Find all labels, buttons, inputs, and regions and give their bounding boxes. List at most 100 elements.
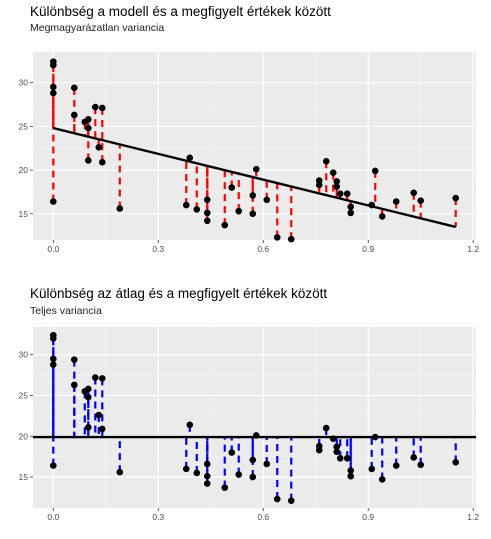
chart-1-x-tick-label: 1.2 [467,244,479,254]
chart-2-data-point [95,412,102,419]
chart-1-data-point [235,208,242,215]
chart-1-data-point [263,196,270,203]
chart-2-data-point [249,474,256,481]
chart-1-data-point [323,158,330,165]
chart-2-data-point [204,461,211,468]
chart-2-data-point [193,470,200,477]
chart-2-data-point [337,455,344,462]
chart-1-data-point [50,198,57,205]
chart-2-data-point [410,454,417,461]
chart-1-data-point [410,189,417,196]
chart-1-data-point [330,169,337,176]
chart-1-data-point [92,104,99,111]
chart-2-data-point [204,480,211,487]
chart-1-data-point [379,213,386,220]
chart-2-x-tick-label: 0.9 [362,512,374,522]
chart-2-data-point [85,386,92,393]
chart-2-data-point [99,375,106,382]
chart-2-data-point [92,374,99,381]
chart-1-data-point [347,210,354,217]
chart-1-data-point [274,234,281,241]
chart-2-x-tick-label: 1.2 [467,512,479,522]
chart-1-data-point [347,203,354,210]
chart-1-x-tick-label: 0.0 [47,244,59,254]
chart-1-y-tick-label: 30 [19,78,29,88]
chart-2-data-point [323,425,330,432]
chart-1-x-tick-label: 0.6 [257,244,269,254]
chart-2-data-point [50,355,57,362]
chart-1-data-point [50,84,57,91]
chart-1-data-point [368,202,375,209]
chart-2-data-point [347,473,354,480]
chart-1-data-point [344,190,351,197]
chart-2-data-point [316,447,323,454]
chart-2-data-point [228,449,235,456]
chart-1-data-point [193,206,200,213]
chart-2-data-point [183,466,190,473]
chart-1-data-point [204,196,211,203]
chart-2-data-point [204,473,211,480]
chart-1-data-point [71,85,78,92]
chart-1-data-point [99,159,106,166]
chart-1-data-point [99,105,106,112]
chart-1-data-point [71,112,78,119]
chart-1-data-point [85,116,92,123]
chart-1-data-point [204,217,211,224]
chart-1-data-point [183,202,190,209]
chart-1-y-tick-label: 20 [19,165,29,175]
chart-2-data-point [379,476,386,483]
chart-1-data-point [249,192,256,199]
chart-2-data-point [263,461,270,468]
chart-1-data-point [228,184,235,191]
chart-1-data-point [372,168,379,175]
chart-2-data-point [71,382,78,389]
chart-1-data-point [85,157,92,164]
chart-1-data-point [50,90,57,97]
chart-1-data-point [253,166,260,173]
chart-2-y-tick-label: 30 [19,350,29,360]
chart-2-data-point [330,435,337,442]
chart-2-x-tick-label: 0.0 [47,512,59,522]
chart-2-data-point [288,497,295,504]
chart-1-data-point [393,198,400,205]
chart-1-data-point [337,190,344,197]
chart-2-data-point [116,469,123,476]
chart-2-data-point [274,496,281,503]
chart-1-data-point [221,222,228,229]
chart-2-data-point [186,422,193,429]
chart-1-x-tick-label: 0.3 [152,244,164,254]
chart-2-data-point [235,471,242,478]
chart-2-data-point [71,356,78,363]
chart-2-data-point [333,448,340,455]
chart-1-data-point [316,182,323,189]
chart-2-x-tick-label: 0.6 [257,512,269,522]
chart-1-x-tick-label: 0.9 [362,244,374,254]
chart-2-data-point [50,335,57,342]
chart-2-y-tick-label: 15 [19,472,29,482]
chart-2-data-point [417,461,424,468]
chart-1-data-point [116,205,123,212]
chart-1-data-point [333,183,340,190]
chart-2-x-tick-label: 0.3 [152,512,164,522]
chart-2-data-point [50,462,57,469]
chart-2-data-point [85,424,92,431]
chart-1-data-point [452,195,459,202]
chart-2-data-point [368,466,375,473]
chart-2-data-point [344,455,351,462]
chart-1-data-point [249,210,256,217]
chart-2-y-tick-label: 25 [19,390,29,400]
chart-1-y-tick-label: 15 [19,209,29,219]
chart-2-data-point [452,459,459,466]
chart-2-data-point [372,434,379,441]
chart-2-data-point [249,457,256,464]
chart-1-data-point [50,62,57,69]
chart-2-data-point [50,361,57,368]
chart-2-data-point [99,426,106,433]
chart-2-data-point [347,467,354,474]
chart-2-y-tick-label: 20 [19,431,29,441]
chart-2-data-point [393,462,400,469]
chart-1-data-point [95,144,102,151]
chart-1-y-tick-label: 25 [19,121,29,131]
